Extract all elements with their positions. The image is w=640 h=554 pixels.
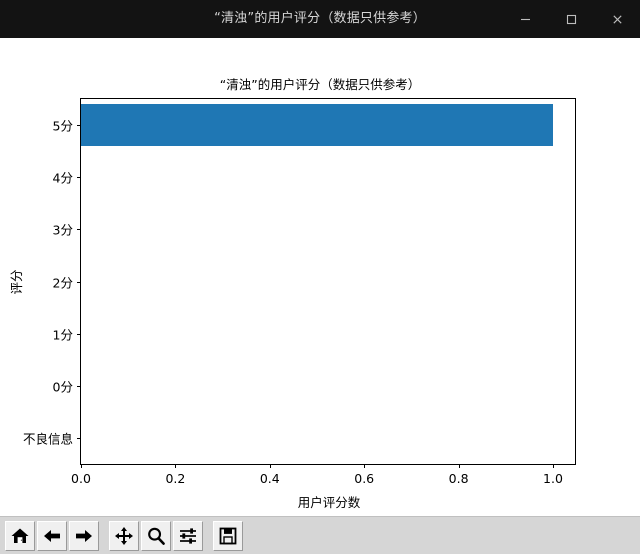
y-tick-mark [77,333,81,335]
chart-title: “清浊”的用户评分（数据只供参考） [219,77,421,92]
y-tick-label: 不良信息 [22,431,73,447]
y-tick-mark [77,177,81,179]
pan-icon [114,526,134,546]
bar [81,104,553,146]
x-tick-label: 1.0 [543,471,563,486]
pan-button[interactable] [109,520,139,551]
zoom-magnifier-icon [146,526,166,546]
x-tick-mark [269,464,271,468]
y-tick-mark [77,437,81,439]
x-tick-label: 0.8 [448,471,469,486]
y-tick-label: 3分 [52,222,73,238]
x-tick-label: 0.6 [354,471,375,486]
x-tick-label: 0.0 [71,471,91,486]
x-tick-mark [175,464,177,468]
x-tick-mark [458,464,460,468]
window-controls [502,0,640,38]
chart-axes: 评分 用户评分数 不良信息 0分 1分 2分 3分 4分 5分 0.0 0.2 0.4 0.6 0.8… [9,98,576,510]
x-axis-label: 用户评分数 [297,495,361,510]
y-tick-mark [77,281,81,283]
maximize-button[interactable] [548,0,594,38]
toolbar-separator-2 [204,521,212,551]
forward-button[interactable] [69,520,99,551]
save-floppy-icon [218,526,238,546]
y-tick-mark [77,385,81,387]
close-button[interactable] [594,0,640,38]
forward-arrow-icon [74,526,94,546]
window-title-bar: “清浊”的用户评分（数据只供参考） [0,0,640,38]
toolbar-separator-1 [100,521,108,551]
x-tick-mark [553,464,554,468]
x-tick-mark [81,464,82,468]
x-tick-label: 0.4 [259,471,280,486]
x-tick-mark [364,464,366,468]
y-axis-label: 评分 [9,268,25,295]
y-tick-label: 5分 [52,118,73,134]
zoom-button[interactable] [141,520,171,551]
figure-canvas[interactable]: “清浊”的用户评分（数据只供参考） 评分 用户评分数 不良信息 0分 1分 2分 3分 4… [0,38,640,516]
save-button[interactable] [213,520,243,551]
y-tick-label: 1分 [52,327,73,343]
back-button[interactable] [37,520,67,551]
y-tick-mark [77,125,81,127]
configure-subplots-button[interactable] [173,520,203,551]
back-arrow-icon [42,526,62,546]
window-title: “清浊”的用户评分（数据只供参考） [214,11,426,26]
home-button[interactable] [5,520,35,551]
navigation-toolbar [0,516,640,554]
minimize-button[interactable] [502,0,548,38]
x-tick-label: 0.2 [165,471,186,486]
home-icon [10,526,30,546]
configure-subplots-icon [178,526,198,546]
y-tick-label: 4分 [52,170,73,186]
y-tick-mark [77,229,81,231]
y-tick-label: 2分 [52,275,73,290]
y-tick-label: 0分 [52,379,73,395]
